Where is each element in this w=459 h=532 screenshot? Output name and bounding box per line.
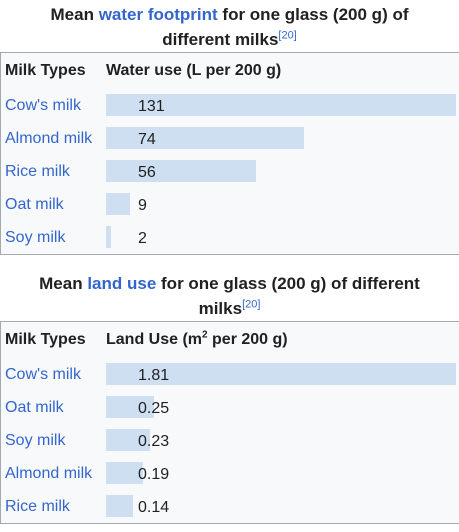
water-use-table: Milk Types Water use (L per 200 g) Cow's… [0, 52, 459, 255]
data-bar [106, 193, 131, 215]
bar-cell: 74 [102, 122, 459, 155]
land-chart-caption: Mean land use for one glass (200 g) of d… [0, 269, 459, 321]
data-bar [106, 429, 151, 451]
data-bar [106, 226, 112, 248]
land-table-header: Milk Types Land Use (m2 per 200 g) [1, 322, 459, 358]
water-chart-caption: Mean water footprint for one glass (200 … [0, 0, 459, 52]
land-use-link[interactable]: land use [87, 274, 157, 293]
table-row: Rice milk 0.14 [1, 490, 459, 523]
data-bar [106, 396, 155, 418]
bar-cell: 0.19 [102, 457, 459, 490]
data-label: 0.14 [138, 499, 170, 516]
milk-type-link[interactable]: Almond milk [5, 464, 93, 482]
bar-cell: 9 [102, 188, 459, 221]
milk-types-header: Milk Types [5, 331, 86, 348]
water-table-header: Milk Types Water use (L per 200 g) [1, 53, 459, 89]
table-row: Cow's milk 1.81 [1, 358, 459, 391]
data-label: 131 [138, 98, 165, 115]
table-row: Cow's milk 131 [1, 89, 459, 122]
bar-cell: 56 [102, 155, 459, 188]
data-label: 74 [138, 131, 156, 148]
data-bar [106, 462, 143, 484]
table-row: Soy milk 0.23 [1, 424, 459, 457]
milk-type-link[interactable]: Cow's milk [5, 96, 81, 114]
data-bar [106, 127, 304, 149]
milk-types-header: Milk Types [5, 62, 86, 79]
data-label: 0.19 [138, 466, 170, 483]
data-label: 0.25 [138, 400, 170, 417]
data-bar [106, 363, 456, 385]
table-row: Almond milk 74 [1, 122, 459, 155]
water-ref-link[interactable]: [20] [278, 29, 297, 42]
land-use-table: Milk Types Land Use (m2 per 200 g) Cow's… [0, 321, 459, 524]
milk-type-link[interactable]: Cow's milk [5, 365, 81, 383]
water-use-header: Water use (L per 200 g) [106, 62, 282, 79]
milk-type-link[interactable]: Almond milk [5, 129, 93, 147]
data-bar [106, 94, 456, 116]
data-label: 2 [138, 230, 147, 247]
table-row: Oat milk 9 [1, 188, 459, 221]
land-caption-suffix: for one glass (200 g) of different milks [156, 274, 420, 318]
land-caption-prefix: Mean [39, 274, 88, 293]
milk-type-link[interactable]: Soy milk [5, 431, 66, 449]
table-row: Almond milk 0.19 [1, 457, 459, 490]
data-bar [106, 160, 256, 182]
bar-cell: 1.81 [102, 358, 459, 391]
land-ref-link[interactable]: [20] [242, 298, 261, 311]
data-label: 9 [138, 197, 147, 214]
land-use-header-exponent: 2 [202, 329, 208, 341]
water-footprint-link[interactable]: water footprint [98, 5, 218, 24]
water-caption-suffix: for one glass (200 g) of different milks [162, 5, 409, 49]
milk-type-link[interactable]: Rice milk [5, 497, 70, 515]
table-row: Rice milk 56 [1, 155, 459, 188]
milk-type-link[interactable]: Soy milk [5, 228, 66, 246]
land-use-header-unit: per 200 g) [207, 331, 288, 348]
data-bar [106, 495, 134, 517]
data-label: 56 [138, 164, 156, 181]
water-caption-prefix: Mean [50, 5, 99, 24]
bar-cell: 0.23 [102, 424, 459, 457]
table-row: Oat milk 0.25 [1, 391, 459, 424]
land-use-header: Land Use (m2 per 200 g) [102, 329, 459, 349]
data-label: 1.81 [138, 367, 170, 384]
bar-cell: 131 [102, 89, 459, 122]
bar-cell: 0.14 [102, 490, 459, 523]
data-label: 0.23 [138, 433, 170, 450]
milk-type-link[interactable]: Oat milk [5, 195, 64, 213]
bar-cell: 0.25 [102, 391, 459, 424]
milk-type-link[interactable]: Oat milk [5, 398, 64, 416]
bar-cell: 2 [102, 221, 459, 254]
milk-type-link[interactable]: Rice milk [5, 162, 70, 180]
land-use-header-text: Land Use (m [106, 331, 203, 348]
table-row: Soy milk 2 [1, 221, 459, 254]
